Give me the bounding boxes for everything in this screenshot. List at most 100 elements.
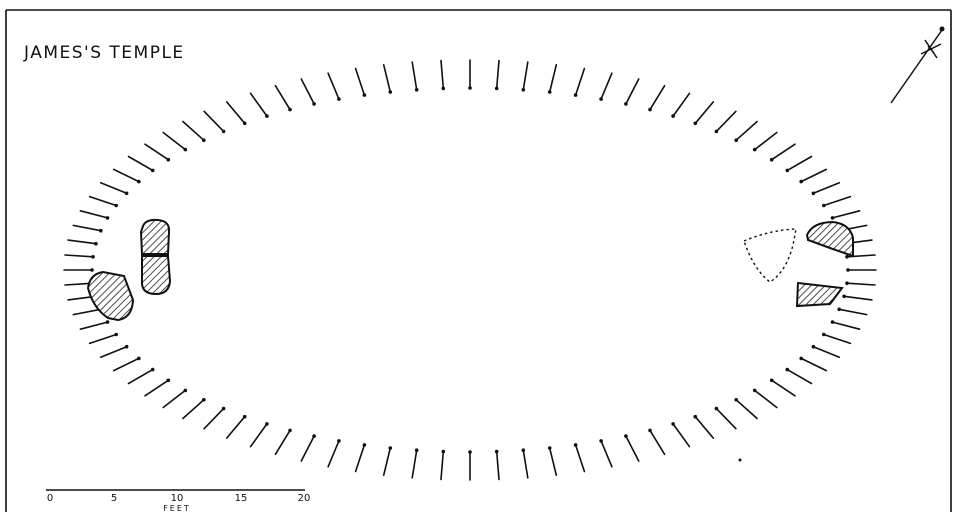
post-mark	[88, 195, 117, 207]
post-mark	[182, 398, 205, 420]
post-mark	[354, 444, 366, 473]
post-mark	[67, 239, 97, 245]
post-head	[105, 216, 110, 220]
post-head	[183, 388, 188, 393]
post-head	[91, 254, 95, 259]
post-head	[105, 320, 110, 324]
scale-tick-15: 15	[235, 493, 248, 504]
post-mark	[327, 440, 340, 468]
post-mark	[64, 254, 94, 258]
post-mark	[625, 78, 640, 105]
post-head	[388, 90, 393, 94]
post-mark	[522, 61, 529, 91]
post-mark	[249, 423, 268, 448]
post-mark	[99, 182, 128, 195]
post-mark	[715, 407, 737, 430]
post-mark	[203, 110, 225, 133]
post-mark	[753, 131, 778, 151]
post-mark	[382, 447, 392, 477]
post-head	[693, 121, 698, 126]
post-head	[150, 367, 155, 372]
post-mark	[770, 143, 796, 161]
stone-group-east	[743, 220, 854, 308]
post-head	[468, 450, 472, 454]
plan-frame	[5, 9, 952, 512]
post-head	[846, 268, 850, 272]
post-head	[573, 443, 578, 447]
post-mark	[79, 210, 109, 219]
post-mark	[354, 67, 366, 96]
stone-west-outer	[86, 270, 135, 322]
scale-tick-20: 20	[298, 493, 311, 504]
post-head	[388, 446, 393, 450]
post-mark	[225, 415, 246, 439]
post-mark	[812, 182, 841, 195]
post-mark	[72, 224, 102, 232]
post-head	[166, 157, 171, 162]
post-mark	[625, 435, 640, 462]
stone-east-missing	[743, 228, 797, 283]
post-head	[648, 107, 652, 112]
post-mark	[382, 64, 392, 93]
post-head	[830, 320, 835, 324]
post-head	[842, 294, 846, 299]
post-head	[99, 228, 103, 233]
post-head	[599, 439, 603, 443]
scale-tick-10: 10	[171, 493, 184, 504]
post-head	[547, 90, 552, 94]
post-mark	[574, 67, 586, 96]
post-head	[124, 344, 129, 349]
post-mark	[831, 210, 861, 219]
post-mark	[79, 321, 109, 331]
stone-east-upper	[805, 220, 854, 258]
post-head	[837, 307, 841, 312]
post-head	[221, 406, 226, 411]
post-mark	[411, 449, 418, 479]
post-mark	[770, 379, 796, 397]
post-mark	[735, 398, 758, 420]
post-head	[769, 378, 774, 383]
post-head	[202, 398, 206, 402]
post-head	[441, 86, 446, 91]
post-mark	[800, 357, 828, 372]
post-mark	[274, 429, 291, 456]
post-head	[124, 191, 129, 196]
post-head	[648, 428, 652, 433]
post-mark	[786, 368, 813, 385]
post-head	[441, 449, 446, 454]
post-head	[242, 121, 247, 126]
post-head	[799, 356, 803, 361]
post-mark	[300, 78, 315, 105]
post-mark	[203, 407, 225, 430]
post-head	[90, 268, 94, 272]
post-head	[785, 168, 790, 173]
post-head	[94, 241, 98, 246]
post-head	[494, 449, 499, 454]
post-mark	[600, 72, 613, 100]
post-head	[521, 448, 526, 453]
post-head	[734, 138, 738, 142]
post-head	[624, 434, 628, 438]
post-mark	[838, 308, 868, 316]
post-mark	[182, 120, 205, 141]
page-title: JAMES'S TEMPLE	[23, 43, 185, 63]
post-head	[752, 388, 757, 393]
post-mark	[843, 295, 873, 301]
post-mark	[495, 450, 500, 481]
post-head	[114, 203, 118, 208]
post-mark	[574, 444, 586, 473]
post-mark	[831, 321, 861, 331]
post-mark	[672, 423, 691, 448]
post-head	[202, 138, 206, 142]
north-arrow-icon	[890, 26, 945, 104]
post-mark	[112, 357, 140, 372]
post-mark	[127, 155, 154, 172]
post-head	[137, 179, 141, 184]
post-mark	[522, 449, 529, 479]
post-head	[845, 281, 849, 286]
post-head	[114, 332, 118, 337]
post-head	[312, 102, 316, 106]
post-head	[811, 344, 816, 349]
post-head	[671, 114, 675, 118]
post-head	[785, 367, 790, 372]
